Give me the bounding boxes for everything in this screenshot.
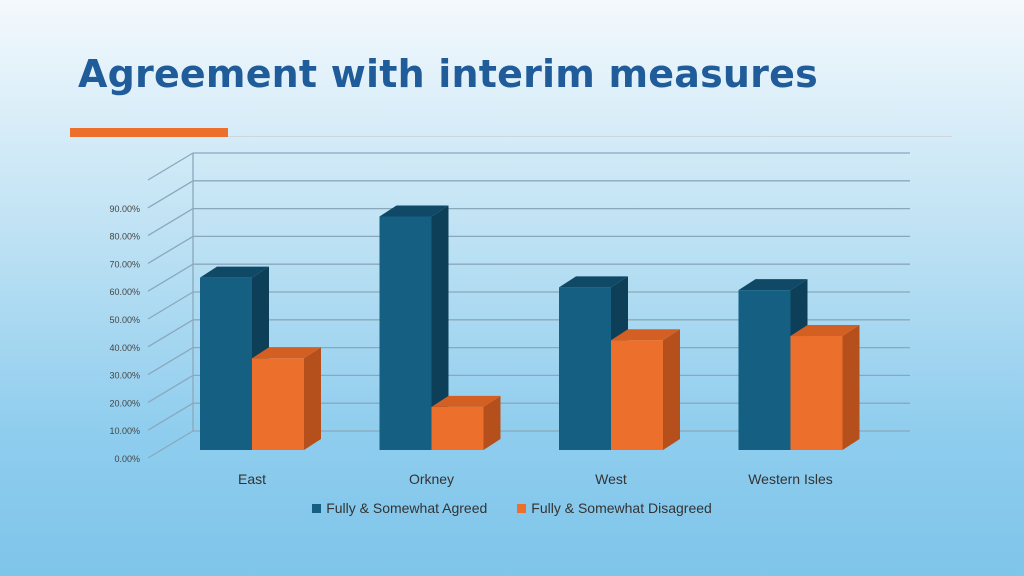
y-tick-label: 60.00% <box>109 287 140 297</box>
bar-side <box>483 395 501 450</box>
x-tick-label: East <box>238 471 266 487</box>
bar-side <box>431 205 449 450</box>
page-title: Agreement with interim measures <box>78 52 818 96</box>
gridline-diagonal <box>147 402 194 431</box>
bar-top <box>738 279 808 291</box>
bar-top <box>611 329 680 341</box>
bar <box>431 406 484 450</box>
bar-side <box>663 329 680 450</box>
bar <box>200 277 252 450</box>
y-tick-label: 30.00% <box>109 371 140 381</box>
bar-top <box>559 276 628 288</box>
gridline-diagonal <box>147 152 194 181</box>
y-tick-label: 90.00% <box>109 204 140 214</box>
title-accent-bar <box>70 128 228 137</box>
bar <box>790 336 843 450</box>
y-tick-label: 20.00% <box>109 398 140 408</box>
y-tick-label: 0.00% <box>114 454 140 464</box>
y-tick-label: 70.00% <box>109 259 140 269</box>
x-tick-label: West <box>595 471 627 487</box>
bar-top <box>252 347 321 359</box>
legend-label-disagreed: Fully & Somewhat Disagreed <box>531 500 712 516</box>
y-tick-label: 40.00% <box>109 343 140 353</box>
gridline-diagonal <box>147 374 194 403</box>
chart-legend: Fully & Somewhat Agreed Fully & Somewhat… <box>0 500 1024 516</box>
gridline-diagonal <box>147 291 194 320</box>
gridline-diagonal <box>147 319 194 348</box>
gridline-diagonal <box>147 208 194 237</box>
bar <box>379 216 432 450</box>
bar-top <box>379 205 449 217</box>
bar <box>738 290 791 450</box>
legend-swatch-agreed <box>312 503 322 513</box>
bar <box>252 358 304 450</box>
bar-top <box>790 325 860 337</box>
bar-side <box>304 347 321 450</box>
legend-item-disagreed: Fully & Somewhat Disagreed <box>517 500 712 516</box>
x-tick-label: Orkney <box>409 471 454 487</box>
legend-swatch-disagreed <box>517 503 527 513</box>
y-tick-label: 80.00% <box>109 232 140 242</box>
legend-item-agreed: Fully & Somewhat Agreed <box>312 500 487 516</box>
gridline-diagonal <box>147 263 194 292</box>
y-tick-label: 50.00% <box>109 315 140 325</box>
gridline-diagonal <box>147 180 194 209</box>
x-tick-label: Western Isles <box>748 471 833 487</box>
y-tick-label: 10.00% <box>109 426 140 436</box>
gridline-diagonal <box>147 235 194 264</box>
gridline-diagonal <box>147 430 194 459</box>
bar-top <box>200 266 269 278</box>
title-divider <box>228 136 952 137</box>
bar <box>611 340 663 450</box>
bar <box>559 287 611 450</box>
bar-top <box>431 395 501 407</box>
bar-side <box>842 325 860 450</box>
gridline-diagonal <box>147 347 194 376</box>
legend-label-agreed: Fully & Somewhat Agreed <box>326 500 488 516</box>
